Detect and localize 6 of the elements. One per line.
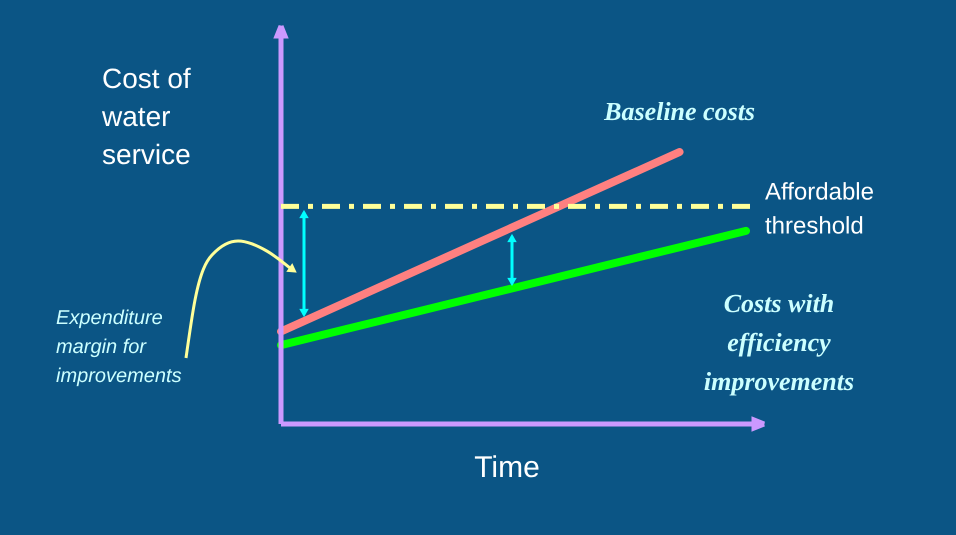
series-label: Costs with efficiency improvements: [704, 288, 854, 396]
x-axis-title: Time: [474, 451, 540, 484]
y-axis-title: Cost of water service: [101, 63, 191, 170]
text: Expenditure margin for improvements: [56, 307, 182, 387]
ref-line-label: Affordable threshold: [765, 178, 874, 240]
series-label: Baseline costs: [603, 97, 756, 126]
